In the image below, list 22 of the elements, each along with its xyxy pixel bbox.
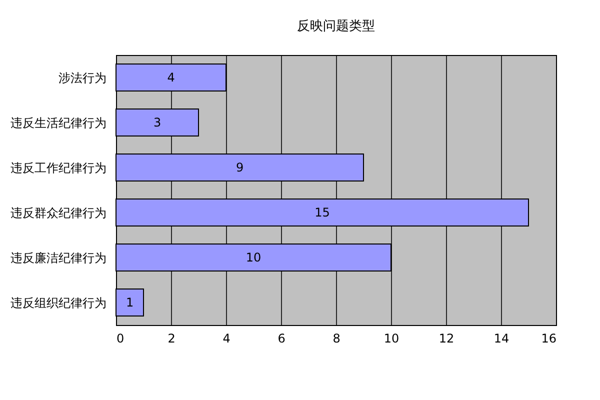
x-tick-label: 2: [168, 332, 176, 346]
data-label: 10: [246, 250, 262, 264]
x-tick-label: 4: [222, 332, 230, 346]
x-tick-label: 16: [541, 332, 556, 346]
x-tick-label: 8: [332, 332, 340, 346]
data-label: 4: [167, 70, 175, 84]
y-tick-label: 违反生活纪律行为: [10, 116, 106, 130]
chart-title: 反映问题类型: [297, 19, 375, 34]
x-tick-label: 12: [438, 332, 454, 346]
data-label: 3: [153, 116, 162, 130]
x-tick-label: 10: [384, 332, 400, 346]
y-tick-label: 涉法行为: [58, 71, 106, 85]
x-tick-label: 14: [494, 332, 510, 346]
data-label: 9: [236, 160, 244, 174]
x-tick-label: 6: [278, 332, 286, 346]
y-tick-label: 违反组织纪律行为: [10, 296, 106, 310]
data-label: 15: [314, 206, 330, 220]
y-tick-label: 违反工作纪律行为: [10, 161, 106, 175]
y-tick-label: 违反群众纪律行为: [10, 206, 106, 220]
x-tick-label: 0: [116, 332, 124, 346]
y-tick-label: 违反廉洁纪律行为: [10, 251, 106, 265]
data-label: 1: [126, 296, 134, 310]
